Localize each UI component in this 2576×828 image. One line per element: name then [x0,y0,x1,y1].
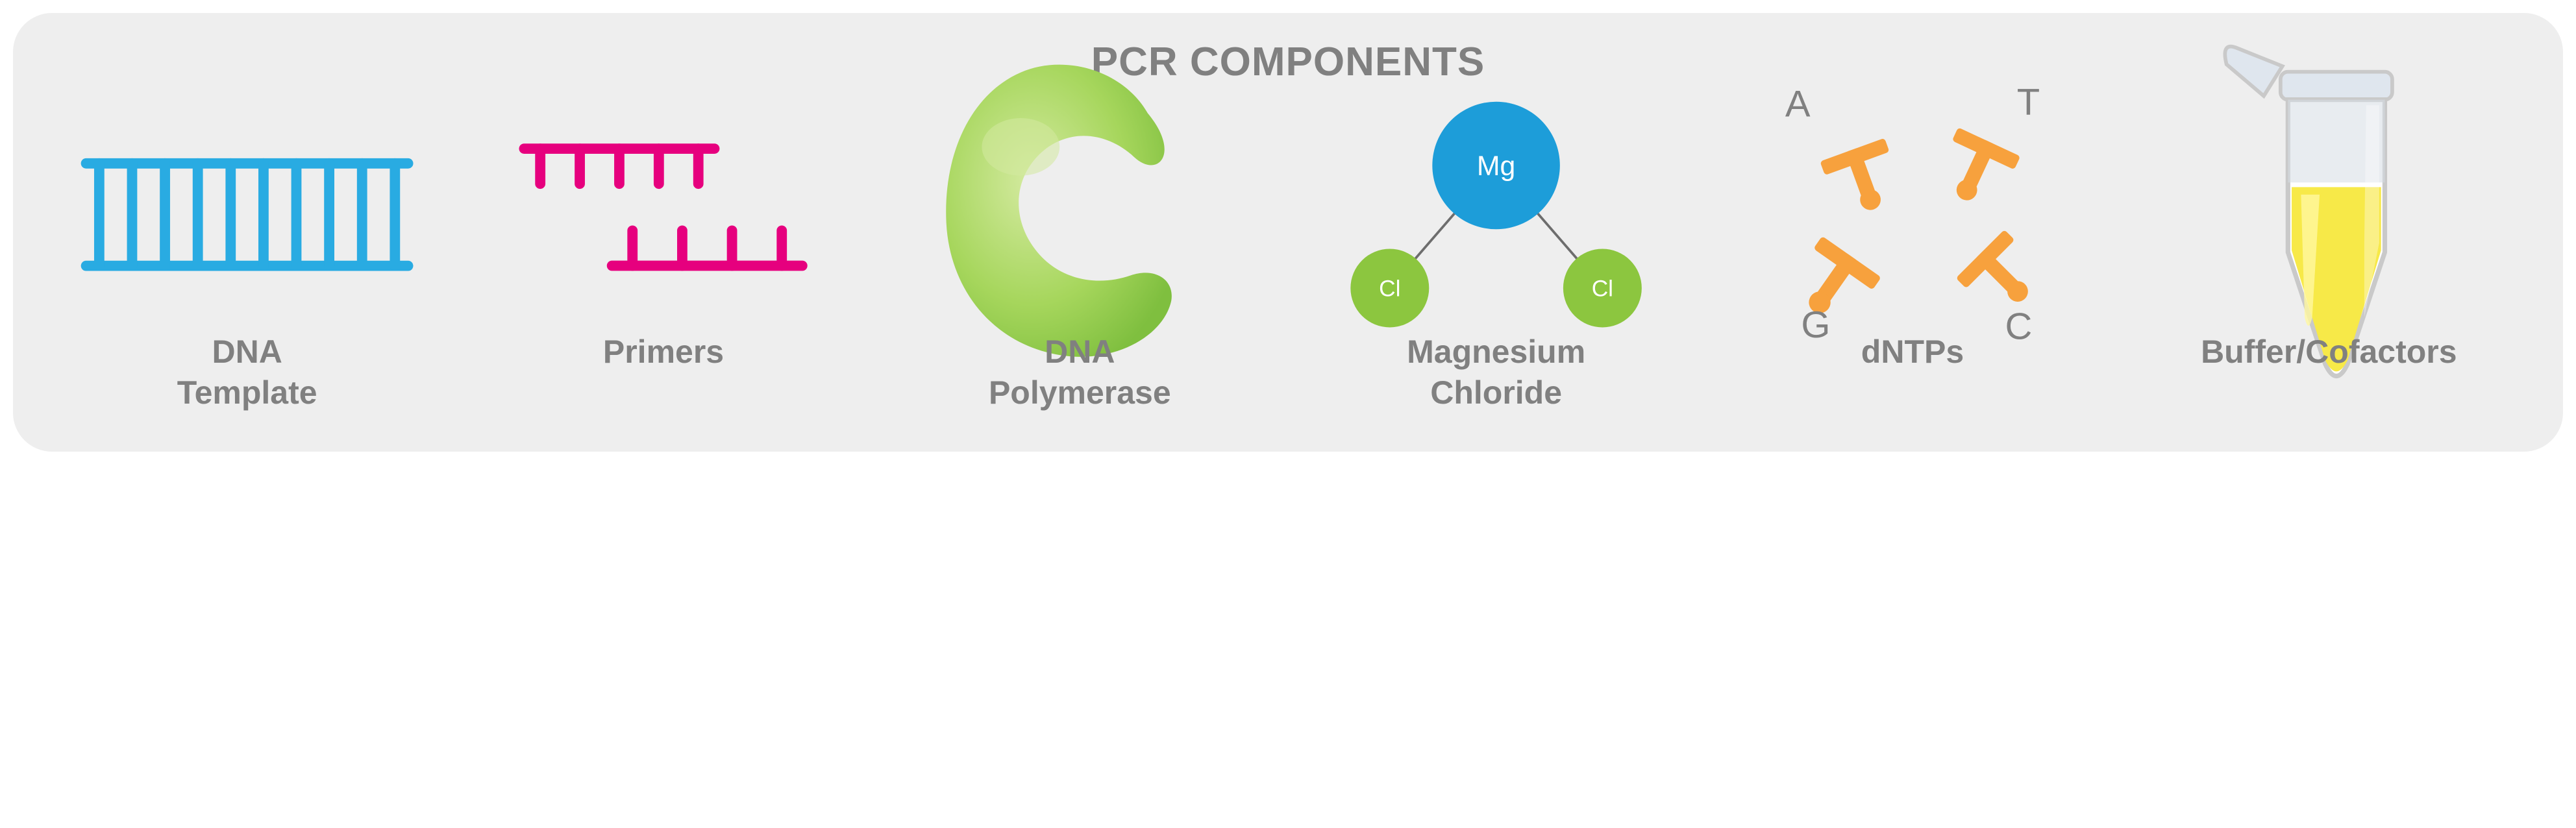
mgcl2-label: Magnesium Chloride [1407,332,1585,413]
svg-text:C: C [2005,306,2033,348]
dntps-label: dNTPs [1861,332,1964,372]
component-dna-polymerase: DNA Polymerase [885,111,1275,413]
mgcl2-icon: Mg Cl Cl [1301,111,1691,319]
buffer-cofactors-label: Buffer/Cofactors [2201,332,2457,372]
component-magnesium-chloride: Mg Cl Cl Magnesium Chloride [1301,111,1691,413]
svg-text:Cl: Cl [1379,276,1400,302]
components-row: DNA Template Primers DNA Polymerase Mg Cl… [52,111,2524,413]
pcr-components-panel: PCR COMPONENTS DNA Template Primers DNA … [13,13,2563,452]
component-dntps: ATGC dNTPs [1717,111,2107,372]
component-dna-template: DNA Template [52,111,442,413]
dna-polymerase-label: DNA Polymerase [989,332,1171,413]
svg-text:Cl: Cl [1592,276,1613,302]
dna-template-icon [52,111,442,319]
tube-icon [2134,111,2524,319]
dntps-icon: ATGC [1717,111,2107,319]
svg-text:T: T [2017,82,2040,123]
component-primers: Primers [468,111,858,372]
dna-template-label: DNA Template [177,332,317,413]
primers-icon [468,111,858,319]
svg-text:Mg: Mg [1477,151,1516,182]
component-buffer-cofactors: Buffer/Cofactors [2134,111,2524,372]
dna-polymerase-icon [885,111,1275,319]
svg-text:A: A [1785,84,1811,125]
svg-text:G: G [1802,304,1831,346]
panel-title: PCR COMPONENTS [52,39,2524,85]
primers-label: Primers [603,332,724,372]
